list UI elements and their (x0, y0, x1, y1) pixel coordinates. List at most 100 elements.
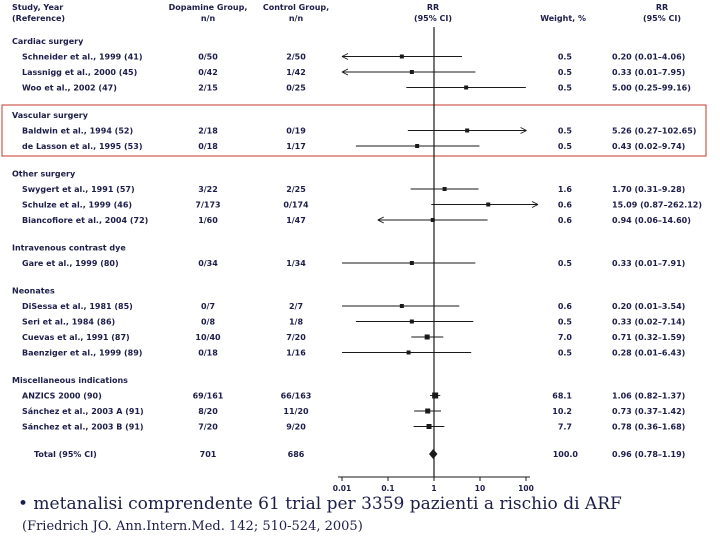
study-label: Sánchez et al., 2003 B (91) (22, 423, 144, 432)
rr-ci-value: 0.33 (0.01–7.95) (612, 68, 685, 77)
header-rr-right: RR (656, 3, 668, 12)
study-label: DiSessa et al., 1981 (85) (22, 302, 133, 311)
point-estimate (432, 392, 439, 399)
study-label: de Lasson et al., 1995 (53) (22, 142, 142, 151)
total-rr-ci: 0.96 (0.78–1.19) (612, 450, 685, 459)
weight-value: 0.5 (558, 53, 573, 62)
weight-value: 0.5 (558, 127, 573, 136)
header-study: Study, Year (12, 3, 63, 12)
study-label: Schneider et al., 1999 (41) (22, 53, 142, 62)
control-count: 1/16 (286, 349, 306, 358)
study-label: ANZICS 2000 (90) (22, 392, 102, 401)
weight-value: 0.6 (558, 216, 573, 225)
dopamine-count: 7/173 (195, 201, 220, 210)
header-control: Control Group, (263, 3, 329, 12)
dopamine-count: 0/34 (198, 259, 218, 268)
weight-value: 7.0 (558, 333, 573, 342)
rr-ci-value: 0.28 (0.01–6.43) (612, 349, 685, 358)
x-tick-label: 0.1 (381, 484, 394, 493)
header-dopamine-unit: n/n (201, 14, 216, 23)
highlight-box (1, 104, 707, 157)
weight-value: 0.5 (558, 84, 573, 93)
header-rr: RR (427, 3, 439, 12)
dopamine-count: 10/40 (195, 333, 221, 342)
rr-ci-value: 0.94 (0.06–14.60) (612, 216, 691, 225)
dopamine-count: 2/15 (198, 84, 218, 93)
study-label: Sánchez et al., 2003 A (91) (22, 407, 144, 416)
dopamine-count: 3/22 (198, 185, 218, 194)
rr-ci-value: 15.09 (0.87–262.12) (612, 201, 702, 210)
weight-value: 0.5 (558, 318, 573, 327)
control-count: 0/25 (286, 84, 306, 93)
study-label: Swygert et al., 1991 (57) (22, 185, 135, 194)
point-estimate (399, 54, 404, 59)
dopamine-count: 0/7 (201, 302, 215, 311)
dopamine-count: 0/8 (201, 318, 215, 327)
dopamine-count: 0/18 (198, 142, 218, 151)
point-estimate (409, 319, 414, 324)
weight-value: 7.7 (558, 423, 572, 432)
x-tick-label: 1 (431, 484, 436, 493)
point-estimate (415, 144, 420, 148)
control-count: 0/19 (286, 127, 306, 136)
rr-ci-value: 0.43 (0.02–9.74) (612, 142, 685, 151)
weight-value: 0.6 (558, 201, 573, 210)
rr-ci-value: 0.20 (0.01–4.06) (612, 53, 685, 62)
rr-ci-value: 0.73 (0.37–1.42) (612, 407, 685, 416)
dopamine-count: 0/50 (198, 53, 218, 62)
header-rr-ci-right: (95% CI) (643, 14, 681, 23)
control-count: 7/20 (286, 333, 306, 342)
control-count: 1/17 (286, 142, 306, 151)
header-weight: Weight, % (540, 14, 586, 23)
rr-ci-value: 5.26 (0.27–102.65) (612, 127, 696, 136)
study-label: Baenziger et al., 1999 (89) (22, 349, 142, 358)
point-estimate (464, 85, 469, 90)
rr-ci-value: 5.00 (0.25–99.16) (612, 84, 691, 93)
header-reference: (Reference) (12, 14, 65, 23)
weight-value: 0.5 (558, 259, 573, 268)
dopamine-count: 8/20 (198, 407, 218, 416)
rr-ci-value: 0.20 (0.01–3.54) (612, 302, 685, 311)
rr-ci-value: 0.71 (0.32–1.59) (612, 333, 685, 342)
group-label: Other surgery (12, 170, 76, 179)
rr-ci-value: 1.70 (0.31–9.28) (612, 185, 685, 194)
point-estimate (426, 424, 432, 429)
caption: • metanalisi comprendente 61 trial per 3… (18, 494, 622, 514)
header-rr-ci: (95% CI) (414, 14, 452, 23)
ci-arrow-right (531, 201, 539, 208)
dopamine-count: 69/161 (193, 392, 224, 401)
study-label: Lassnigg et al., 2000 (45) (22, 68, 137, 77)
rr-ci-value: 0.78 (0.36–1.68) (612, 423, 685, 432)
x-axis: 0.01 0.1 1 10 100 (333, 476, 534, 493)
dopamine-count: 7/20 (198, 423, 218, 432)
ci-arrow-left (377, 216, 384, 224)
point-estimate (409, 261, 414, 265)
study-label: Baldwin et al., 1994 (52) (22, 127, 133, 136)
total-control: 686 (288, 450, 305, 459)
control-count: 1/34 (286, 259, 306, 268)
weight-value: 0.5 (558, 142, 573, 151)
study-label: Seri et al., 1984 (86) (22, 318, 115, 327)
control-count: 0/174 (283, 201, 309, 210)
study-label: Cuevas et al., 1991 (87) (22, 333, 130, 342)
total-weight: 100.0 (553, 450, 579, 459)
study-label: Gare et al., 1999 (80) (22, 259, 119, 268)
group-label: Miscellaneous indications (12, 376, 128, 385)
ci-arrow-left (341, 68, 349, 76)
control-count: 9/20 (286, 423, 306, 432)
total-label: Total (95% CI) (34, 450, 97, 459)
total-diamond (429, 449, 438, 459)
total-dopamine: 701 (200, 450, 217, 459)
ci-arrow-left (341, 53, 349, 60)
study-label: Biancofiore et al., 2004 (72) (22, 216, 148, 225)
group-label: Intravenous contrast dye (12, 244, 126, 253)
control-count: 66/163 (281, 392, 312, 401)
weight-value: 0.5 (558, 68, 573, 77)
point-estimate (424, 334, 430, 340)
group-label: Vascular surgery (12, 111, 89, 120)
control-count: 1/8 (289, 318, 303, 327)
x-tick-label: 10 (475, 484, 485, 493)
control-count: 2/50 (286, 53, 306, 62)
